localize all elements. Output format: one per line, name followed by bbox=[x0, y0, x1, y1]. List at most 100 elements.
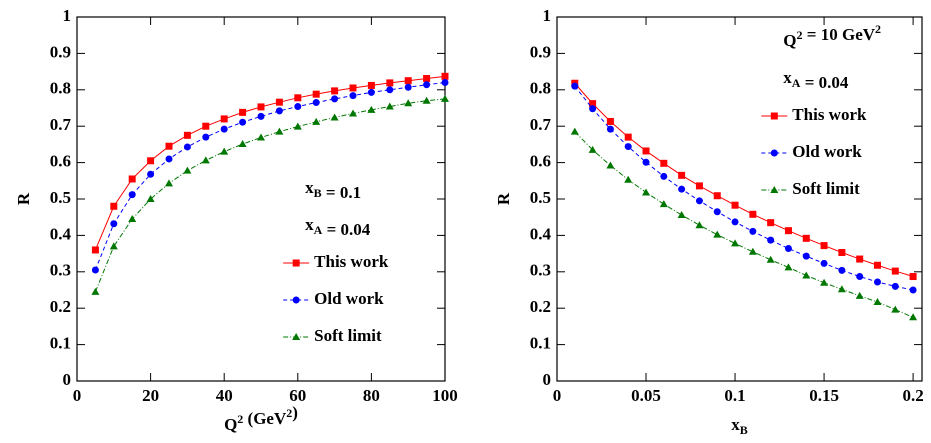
marker-triangle bbox=[91, 287, 100, 295]
text-part: x bbox=[731, 415, 740, 434]
marker-square bbox=[589, 100, 597, 108]
marker-triangle bbox=[570, 127, 579, 135]
subscript: B bbox=[314, 186, 322, 200]
x-tick-label: 0.1 bbox=[724, 386, 745, 405]
marker-triangle bbox=[606, 161, 615, 169]
marker-circle bbox=[220, 125, 228, 133]
x-tick-label: 0 bbox=[73, 386, 82, 405]
marker-triangle bbox=[677, 211, 686, 219]
marker-square bbox=[239, 108, 247, 116]
y-tick-label: 1 bbox=[63, 6, 72, 25]
y-axis-label: R bbox=[494, 192, 513, 205]
marker-square bbox=[128, 175, 136, 183]
marker-square bbox=[731, 201, 739, 209]
marker-square bbox=[713, 192, 721, 200]
marker-triangle bbox=[713, 230, 722, 238]
y-tick-label: 0.3 bbox=[530, 261, 551, 280]
marker-triangle bbox=[146, 195, 155, 202]
marker-circle bbox=[909, 286, 917, 294]
marker-circle bbox=[147, 170, 155, 178]
marker-circle bbox=[820, 259, 828, 267]
superscript: 2 bbox=[237, 412, 243, 426]
series-line bbox=[574, 131, 914, 318]
x-tick-label: 20 bbox=[142, 386, 159, 405]
legend-marker bbox=[770, 112, 778, 120]
y-tick-label: 0.7 bbox=[50, 115, 72, 134]
marker-square bbox=[183, 131, 191, 139]
annotation: xA = 0.04 bbox=[305, 215, 371, 239]
y-tick-label: 1 bbox=[543, 6, 552, 25]
marker-circle bbox=[695, 197, 703, 205]
marker-circle bbox=[239, 118, 247, 126]
marker-square bbox=[642, 147, 650, 155]
marker-triangle bbox=[748, 247, 757, 255]
y-tick-label: 0.4 bbox=[530, 224, 552, 243]
marker-triangle bbox=[909, 313, 918, 321]
y-tick-label: 0 bbox=[543, 370, 552, 389]
marker-circle bbox=[183, 143, 191, 151]
marker-circle bbox=[275, 107, 283, 115]
marker-square bbox=[909, 273, 917, 281]
marker-triangle bbox=[385, 102, 394, 110]
marker-square bbox=[275, 98, 283, 106]
marker-triangle bbox=[802, 271, 811, 279]
y-tick-label: 0.7 bbox=[530, 115, 552, 134]
marker-square bbox=[820, 242, 828, 250]
subscript: B bbox=[740, 423, 748, 437]
text-part: x bbox=[305, 178, 314, 197]
marker-square bbox=[367, 81, 375, 89]
series-line bbox=[94, 98, 446, 293]
text-part: = 0.04 bbox=[322, 220, 370, 239]
y-tick-label: 0.1 bbox=[50, 334, 71, 353]
legend-label: Old work bbox=[792, 142, 862, 161]
marker-circle bbox=[423, 81, 431, 89]
marker-circle bbox=[891, 282, 899, 290]
annotation: xA = 0.04 bbox=[783, 68, 849, 92]
marker-triangle bbox=[367, 105, 376, 113]
text-part: Q bbox=[224, 415, 237, 434]
marker-triangle bbox=[695, 221, 704, 229]
y-tick-label: 0.6 bbox=[530, 152, 551, 171]
legend-marker bbox=[770, 186, 779, 193]
plot-frame bbox=[556, 16, 923, 382]
marker-square bbox=[749, 210, 757, 218]
marker-circle bbox=[838, 266, 846, 274]
x-tick-label: 80 bbox=[363, 386, 380, 405]
annotation: xB = 0.1 bbox=[305, 178, 361, 202]
y-tick-label: 0.5 bbox=[50, 188, 71, 207]
legend-marker bbox=[770, 149, 778, 157]
legend-marker bbox=[292, 296, 300, 304]
marker-square bbox=[386, 79, 394, 87]
marker-circle bbox=[624, 143, 632, 151]
marker-triangle bbox=[201, 156, 210, 164]
text-part: R bbox=[494, 192, 513, 205]
marker-circle bbox=[713, 208, 721, 216]
marker-circle bbox=[165, 155, 173, 163]
marker-circle bbox=[404, 83, 412, 91]
y-tick-label: 0.4 bbox=[50, 224, 72, 243]
marker-triangle bbox=[820, 278, 829, 286]
marker-circle bbox=[802, 252, 810, 260]
marker-triangle bbox=[109, 242, 118, 250]
marker-circle bbox=[331, 95, 339, 103]
marker-circle bbox=[731, 218, 739, 226]
marker-triangle bbox=[766, 255, 775, 263]
marker-triangle bbox=[731, 239, 740, 247]
text-part: x bbox=[305, 215, 314, 234]
marker-triangle bbox=[441, 94, 449, 102]
legend-marker bbox=[292, 333, 301, 340]
marker-square bbox=[423, 75, 431, 83]
y-tick-label: 0.5 bbox=[530, 188, 551, 207]
legend-label: This work bbox=[792, 105, 867, 124]
marker-triangle bbox=[293, 122, 302, 130]
marker-circle bbox=[91, 266, 99, 274]
marker-circle bbox=[856, 273, 864, 281]
marker-circle bbox=[441, 79, 449, 87]
x-tick-label: 0.15 bbox=[809, 386, 839, 405]
marker-circle bbox=[873, 278, 881, 286]
marker-circle bbox=[128, 191, 136, 199]
text-part: ) bbox=[292, 403, 298, 422]
marker-square bbox=[441, 72, 449, 80]
legend-label: This work bbox=[314, 252, 389, 271]
marker-triangle bbox=[257, 133, 265, 141]
